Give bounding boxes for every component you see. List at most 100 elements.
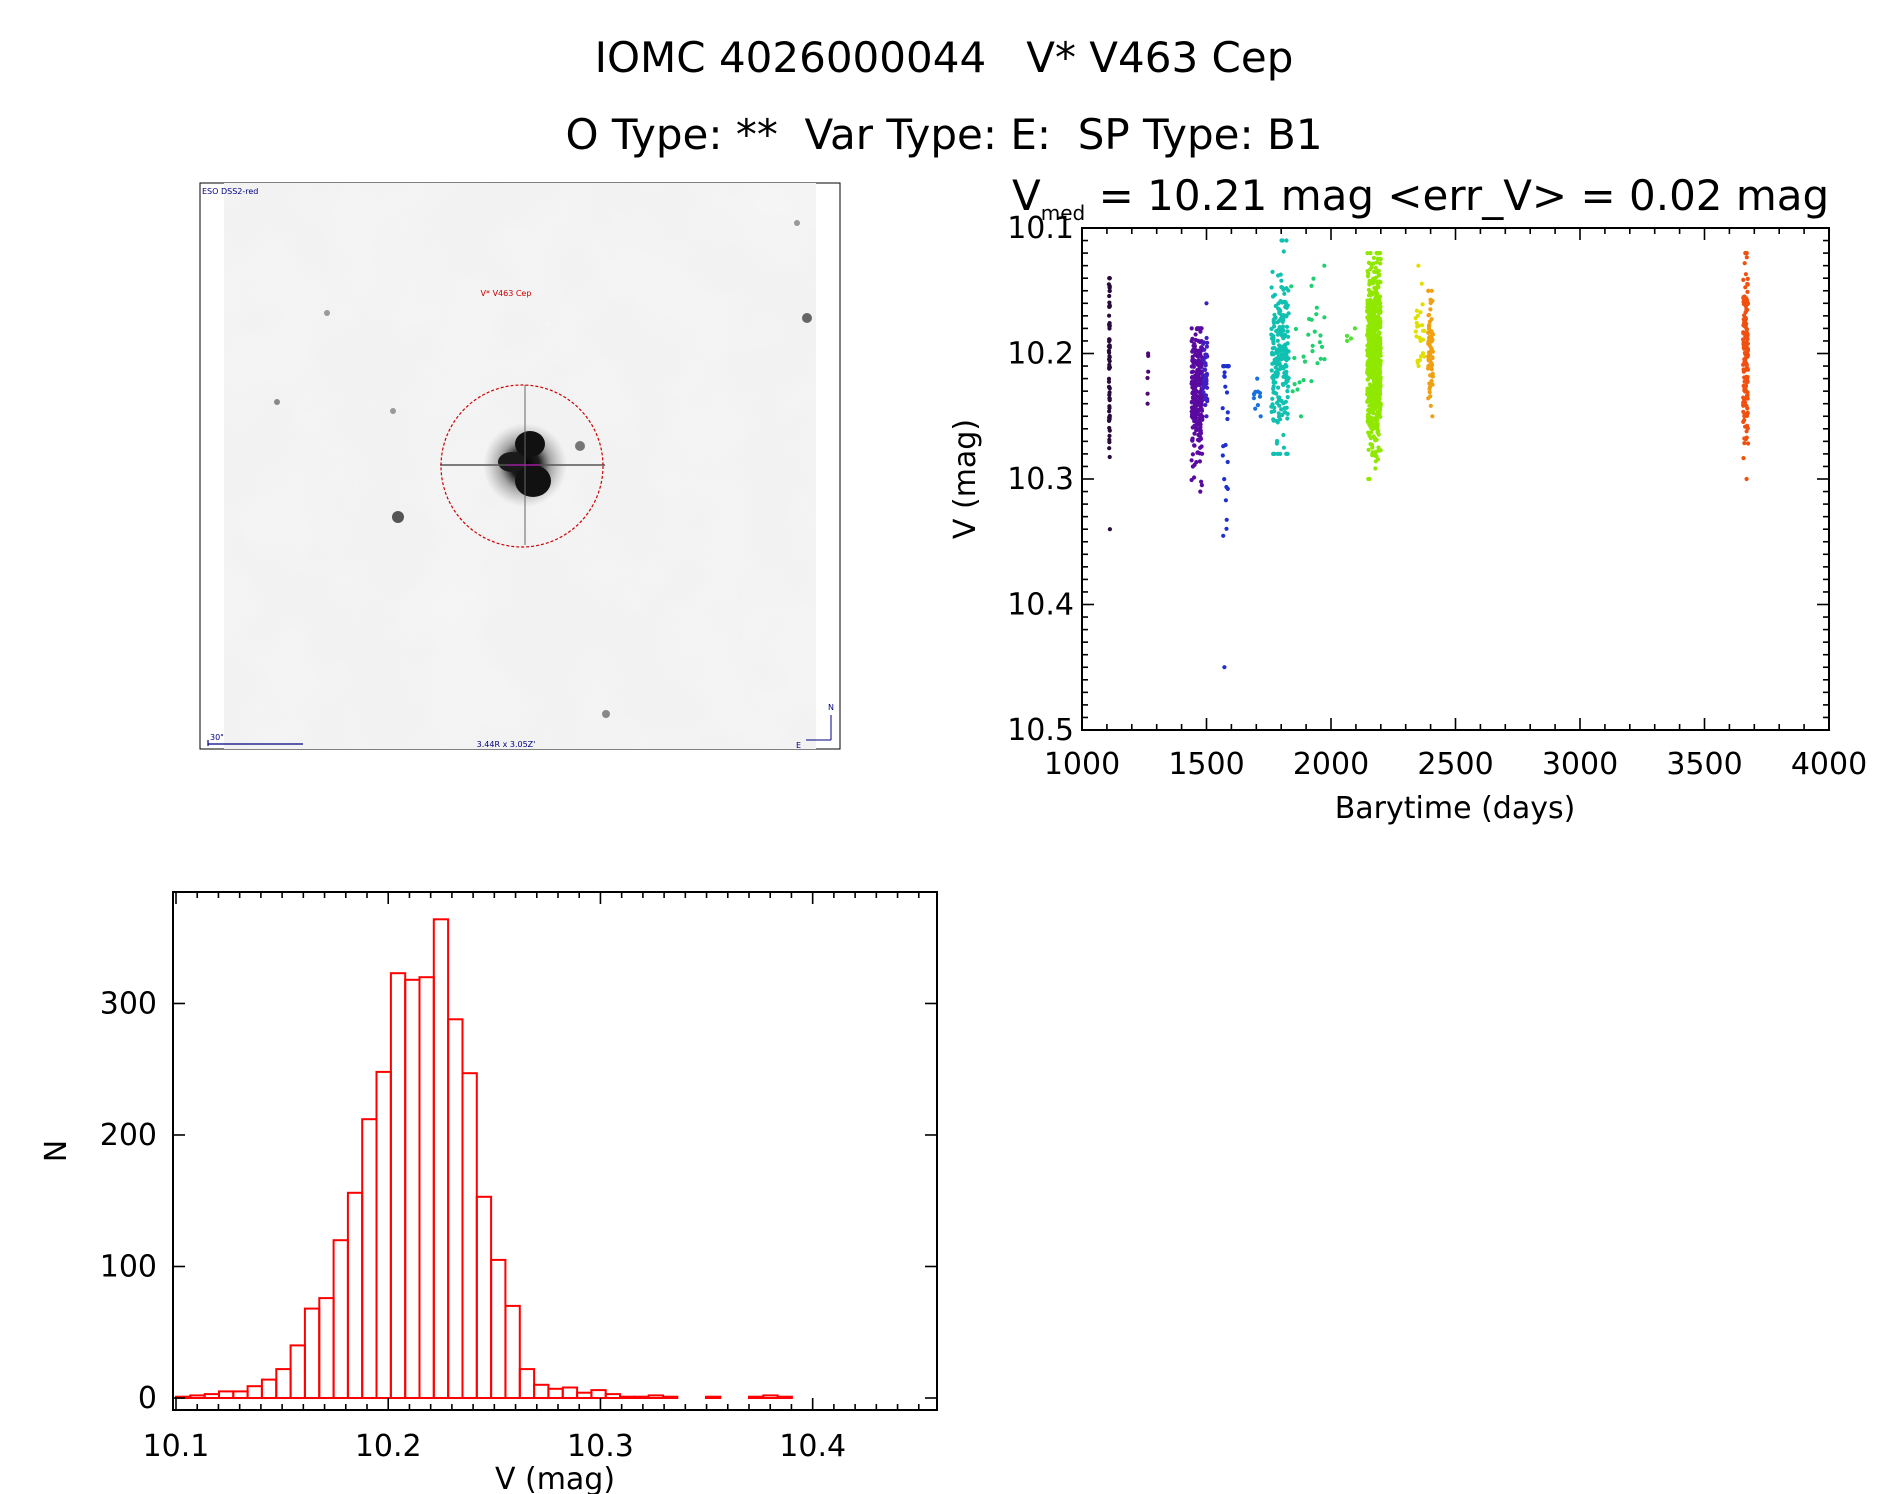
histogram-bar — [604, 1393, 622, 1399]
data-point — [1205, 399, 1210, 404]
data-point — [1284, 238, 1289, 243]
data-point — [1106, 376, 1112, 381]
data-point — [1298, 414, 1304, 419]
data-point — [1367, 476, 1372, 482]
data-point — [1203, 373, 1208, 378]
data-point — [1107, 350, 1112, 355]
data-point — [1315, 361, 1320, 366]
histogram-bar — [762, 1394, 779, 1400]
data-point — [1309, 379, 1314, 384]
field-star — [324, 310, 330, 316]
scale-label: 30" — [210, 733, 224, 742]
data-point — [1375, 291, 1380, 296]
data-point — [1221, 533, 1226, 538]
x-tick-label: 2500 — [1417, 747, 1493, 782]
data-point — [1251, 396, 1256, 401]
series-g8 — [1289, 263, 1327, 419]
data-point — [1365, 377, 1370, 382]
data-point — [1283, 313, 1288, 318]
data-point — [1270, 294, 1276, 299]
x-tick-label: 3500 — [1666, 747, 1742, 782]
data-point — [1293, 326, 1298, 332]
data-point — [1322, 315, 1327, 320]
histogram-ylabel: N — [39, 1140, 74, 1162]
data-point — [1198, 398, 1203, 403]
data-point — [1107, 344, 1112, 349]
data-point — [1744, 476, 1749, 482]
data-point — [1426, 396, 1431, 401]
histogram-bar — [389, 972, 407, 1399]
data-point — [1318, 333, 1323, 338]
title-stats: = 10.21 mag <err_V> = 0.02 mag — [1085, 171, 1829, 220]
data-point — [1271, 451, 1276, 456]
data-point — [1367, 278, 1372, 283]
data-point — [1107, 323, 1112, 328]
figure-title: IOMC 4026000044 V* V463 Cep — [595, 33, 1294, 82]
data-point — [1203, 402, 1208, 408]
histogram-axes-frame — [172, 891, 938, 1411]
data-point — [1430, 382, 1435, 387]
data-point — [1371, 379, 1377, 384]
data-point — [1745, 347, 1750, 352]
histogram-bar — [633, 1395, 650, 1399]
data-point — [1271, 380, 1276, 385]
data-point — [1419, 354, 1424, 359]
data-point — [1285, 416, 1290, 421]
data-point — [1189, 458, 1194, 463]
data-point — [1419, 281, 1424, 286]
data-point — [1277, 398, 1282, 403]
data-point — [1271, 319, 1276, 324]
data-point — [1301, 354, 1306, 359]
data-point — [1280, 353, 1285, 358]
data-point — [1378, 261, 1383, 266]
data-point — [1427, 335, 1432, 341]
data-point — [1368, 304, 1373, 309]
data-point — [1426, 312, 1432, 318]
light-curve-ylabel: V (mag) — [948, 419, 983, 539]
histogram-bar — [404, 978, 421, 1399]
y-tick-label: 10.4 — [1007, 588, 1074, 623]
histogram-bar — [475, 1195, 493, 1400]
data-point — [1367, 433, 1372, 438]
data-point — [1378, 448, 1383, 453]
data-point — [1269, 368, 1274, 373]
data-point — [1273, 315, 1278, 320]
data-point — [1370, 353, 1375, 358]
field-star — [794, 220, 800, 226]
data-point — [1378, 380, 1383, 385]
data-point — [1365, 399, 1370, 404]
data-point — [1743, 342, 1748, 347]
data-point — [1107, 285, 1112, 290]
data-point — [1368, 442, 1373, 447]
data-point — [1221, 364, 1226, 369]
data-point — [1197, 451, 1202, 456]
data-point — [1374, 348, 1379, 353]
data-point — [1742, 379, 1747, 384]
data-point — [1369, 290, 1374, 295]
data-point — [1190, 349, 1195, 354]
data-point — [1426, 324, 1432, 329]
histogram-bar — [432, 918, 450, 1399]
data-point — [1106, 379, 1112, 384]
data-point — [1369, 320, 1374, 325]
data-point — [1365, 274, 1371, 279]
data-point — [1377, 396, 1382, 401]
data-point — [1372, 436, 1378, 441]
data-point — [1196, 358, 1201, 363]
data-point — [1271, 417, 1276, 422]
data-point — [1193, 352, 1198, 357]
data-point — [1196, 338, 1201, 343]
data-point — [1282, 364, 1287, 369]
data-point — [1107, 428, 1112, 433]
data-point — [1289, 284, 1294, 289]
data-point — [1426, 288, 1431, 293]
data-point — [1145, 375, 1150, 381]
data-point — [1196, 367, 1201, 373]
data-point — [1193, 384, 1198, 389]
title-subscript: med — [1041, 201, 1085, 225]
field-star — [274, 399, 280, 405]
histogram-bar — [218, 1390, 235, 1400]
data-point — [1745, 298, 1750, 303]
data-point — [1226, 364, 1231, 369]
histogram-bar — [647, 1394, 665, 1400]
